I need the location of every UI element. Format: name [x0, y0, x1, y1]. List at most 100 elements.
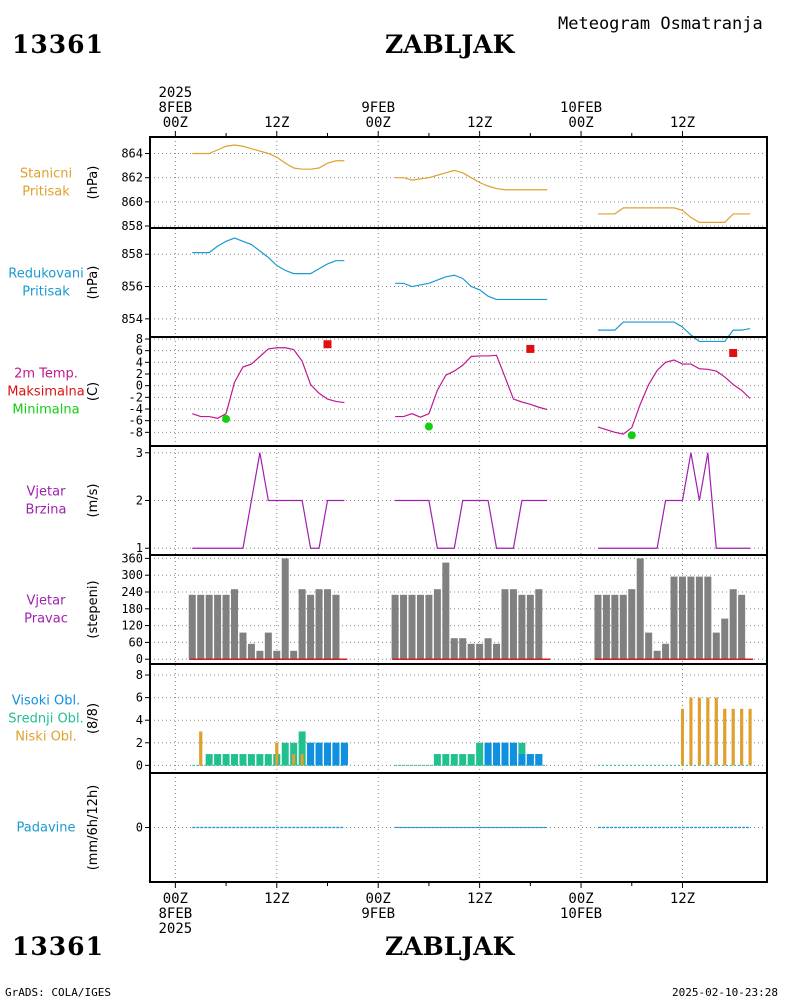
wind_speed-line	[597, 452, 751, 549]
cloud-bar	[307, 742, 315, 766]
wind-direction-bar	[611, 594, 619, 660]
panel-label: Minimalna	[12, 403, 79, 418]
temperature-line	[597, 359, 751, 435]
x-tick-label-bottom: 2025	[158, 921, 192, 937]
cloud-bar	[697, 697, 701, 766]
panel-label: 2m Temp.	[14, 367, 78, 382]
wind-direction-bar	[459, 638, 467, 660]
y-tick-label: 8	[136, 668, 143, 682]
panel-label: Brzina	[26, 503, 67, 518]
cloud-bar	[332, 742, 340, 766]
temperature-line	[395, 354, 548, 418]
wind_speed-line	[192, 452, 345, 549]
reduced_pressure-line	[597, 321, 751, 343]
wind-direction-bar	[307, 594, 315, 660]
cloud-bar	[467, 754, 475, 766]
temp-min-marker	[222, 414, 231, 423]
wind_speed-line	[395, 499, 548, 549]
cloud-bar	[292, 754, 296, 766]
y-tick-label: 1	[136, 541, 143, 555]
temp-min-marker	[424, 422, 433, 431]
cloud-bar	[433, 754, 441, 766]
cloud-bar	[459, 754, 467, 766]
wind-direction-bar	[628, 589, 636, 660]
wind-direction-bar	[425, 594, 433, 660]
panel-frame	[149, 227, 768, 338]
y-tick-label: -6	[129, 414, 143, 428]
y-tick-label: 2	[136, 494, 143, 508]
cloud-bar	[323, 742, 331, 766]
y-tick-label: 0	[136, 652, 143, 666]
y-axis-unit: (stepeni)	[86, 580, 101, 638]
wind-direction-bar	[416, 594, 424, 660]
cloud-bar	[748, 708, 752, 766]
cloud-bar	[275, 742, 279, 766]
temp-max-marker	[526, 344, 535, 353]
cloud-bar	[518, 754, 526, 766]
temp-max-marker	[729, 349, 738, 357]
credit-label: GrADS: COLA/IGES	[5, 986, 111, 999]
y-tick-label: 360	[121, 551, 143, 565]
wind-direction-bar	[678, 576, 686, 660]
wind-direction-bar	[670, 576, 678, 660]
wind-direction-bar	[442, 562, 450, 660]
panel-frame	[149, 772, 768, 883]
cloud-bar	[214, 754, 222, 766]
x-tick-label-top: 00Z	[366, 115, 391, 131]
x-tick-label-top: 12Z	[264, 115, 289, 131]
temp-max-marker	[323, 340, 332, 349]
temp-min-marker	[627, 431, 636, 440]
wind-direction-bar	[188, 594, 196, 660]
wind-direction-bar	[493, 643, 501, 660]
cloud-bar	[501, 742, 509, 766]
wind-direction-bar	[298, 589, 306, 660]
wind-direction-bar	[712, 632, 720, 660]
x-tick-label-bottom: 9FEB	[361, 906, 395, 922]
wind-direction-bar	[408, 594, 416, 660]
x-tick-label-top: 00Z	[568, 115, 593, 131]
wind-direction-bar	[332, 594, 340, 660]
y-axis-unit: (C)	[86, 382, 101, 401]
cloud-bar	[714, 697, 718, 766]
wind-direction-bar	[484, 638, 492, 660]
y-tick-label: 860	[121, 195, 143, 209]
wind-direction-bar	[214, 594, 222, 660]
panel-label: Pritisak	[22, 185, 70, 200]
y-axis-unit: (mm/6h/12h)	[86, 785, 101, 871]
cloud-bar	[340, 742, 348, 766]
x-tick-label-top: 12Z	[670, 115, 695, 131]
wind-direction-bar	[222, 594, 230, 660]
station-name-bottom: ZABLJAK	[385, 932, 515, 961]
wind-direction-bar	[526, 594, 534, 660]
station_pressure-line	[597, 207, 751, 223]
x-tick-label-bottom: 12Z	[670, 891, 695, 907]
panel-label: Stanicni	[20, 167, 72, 182]
wind-direction-bar	[619, 594, 627, 660]
cloud-bar	[231, 754, 239, 766]
cloud-bar	[740, 708, 744, 766]
wind-direction-bar	[281, 558, 289, 660]
cloud-bar	[723, 708, 727, 766]
x-tick-label-bottom: 12Z	[264, 891, 289, 907]
wind-direction-bar	[594, 594, 602, 660]
y-axis-unit: (hPa)	[86, 266, 101, 300]
wind-direction-bar	[450, 638, 458, 660]
y-tick-label: 6	[136, 344, 143, 358]
cloud-bar	[290, 742, 298, 766]
x-tick-label-top: 9FEB	[361, 100, 395, 116]
wind-direction-bar	[433, 589, 441, 660]
wind-direction-bar	[501, 589, 509, 660]
cloud-bar	[518, 742, 526, 766]
y-axis-unit: (hPa)	[86, 166, 101, 200]
cloud-bar	[222, 754, 230, 766]
y-tick-label: 4	[136, 355, 143, 369]
wind-direction-bar	[704, 576, 712, 660]
cloud-bar	[247, 754, 255, 766]
wind-direction-bar	[315, 589, 323, 660]
x-tick-label-bottom: 00Z	[366, 891, 391, 907]
reduced_pressure-line	[192, 237, 345, 275]
x-tick-label-bottom: 00Z	[163, 891, 188, 907]
x-tick-label-bottom: 12Z	[467, 891, 492, 907]
temperature-line	[192, 347, 345, 419]
y-tick-label: 6	[136, 691, 143, 705]
